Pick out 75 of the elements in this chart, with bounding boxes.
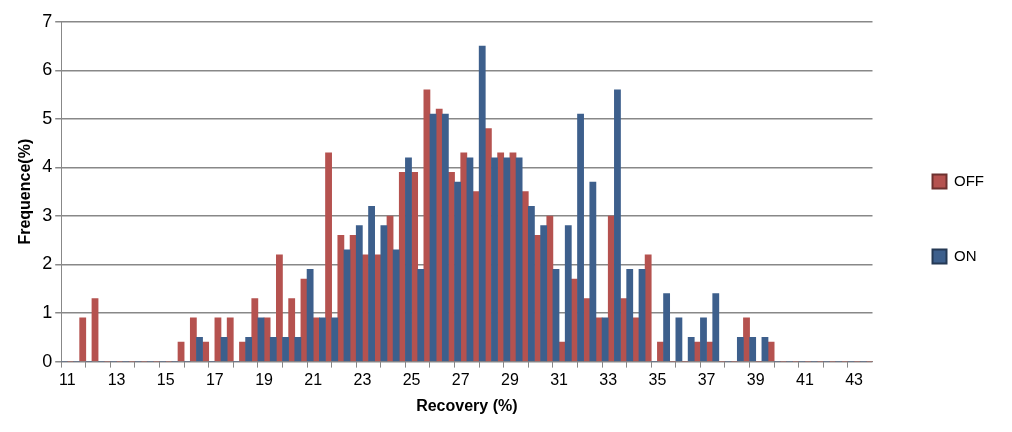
x-tick-label: 37	[697, 370, 716, 388]
x-tick-label: 35	[648, 370, 667, 388]
bar	[589, 181, 597, 362]
bar	[405, 157, 412, 362]
bar	[226, 317, 234, 362]
bar	[601, 317, 609, 362]
bar	[700, 317, 707, 362]
bar	[454, 181, 462, 362]
bar	[540, 225, 548, 362]
x-tick-label: 13	[107, 370, 126, 388]
y-tick-label: 7	[42, 10, 53, 31]
bar	[527, 205, 535, 362]
bar	[712, 293, 720, 362]
x-tick-label: 29	[500, 370, 519, 388]
bar	[577, 113, 584, 362]
y-axis-title: Frequence(%)	[16, 138, 34, 245]
bar	[441, 113, 449, 362]
x-tick-label: 21	[304, 370, 323, 388]
bar	[663, 293, 671, 362]
bar	[355, 225, 363, 362]
bar	[392, 249, 400, 362]
bar	[263, 317, 271, 362]
bar	[687, 337, 695, 362]
bar	[282, 337, 289, 362]
bar	[380, 225, 388, 362]
y-tick-label: 6	[42, 59, 53, 80]
bar	[515, 157, 523, 362]
y-tick-label: 2	[42, 253, 53, 274]
bar	[368, 205, 375, 362]
y-tick-label: 3	[42, 204, 53, 225]
x-tick-label: 19	[255, 370, 274, 388]
x-tick-label: 41	[796, 370, 814, 388]
bar	[331, 317, 339, 362]
bar	[337, 235, 345, 362]
x-tick-label: 31	[550, 370, 569, 388]
x-tick-label: 43	[845, 370, 864, 388]
bar	[325, 152, 332, 362]
x-tick-label: 25	[402, 370, 421, 388]
bar	[417, 269, 425, 362]
bar	[276, 254, 283, 362]
y-tick-label: 4	[42, 156, 53, 177]
x-tick-label: 39	[746, 370, 765, 388]
bar	[269, 337, 277, 362]
bar	[491, 157, 498, 362]
x-tick-label: 11	[59, 370, 76, 388]
x-tick-label: 15	[156, 370, 175, 388]
bar	[79, 317, 87, 362]
bar	[736, 337, 744, 362]
bar	[189, 317, 197, 362]
bar	[251, 298, 259, 362]
legend-label: ON	[954, 246, 977, 264]
legend-label: OFF	[954, 171, 985, 189]
bar	[306, 269, 314, 362]
bar	[675, 317, 683, 362]
bar	[245, 337, 253, 362]
bar	[196, 337, 203, 362]
x-axis-title: Recovery (%)	[416, 396, 518, 414]
bar	[749, 337, 757, 362]
y-tick-label: 1	[42, 302, 53, 323]
y-tick-label: 5	[42, 107, 53, 128]
x-tick-label: 23	[353, 370, 372, 388]
bar	[564, 225, 572, 362]
bar	[614, 89, 621, 362]
x-tick-label: 33	[599, 370, 618, 388]
bar	[319, 317, 326, 362]
bar	[460, 152, 468, 362]
bar	[294, 337, 302, 362]
x-tick-label: 27	[451, 370, 470, 388]
bar	[288, 298, 296, 362]
bar	[503, 157, 511, 362]
bar	[626, 269, 634, 362]
y-tick-label: 0	[42, 350, 53, 371]
x-tick-label: 17	[205, 370, 224, 388]
bar	[478, 45, 486, 362]
bar	[644, 254, 652, 362]
